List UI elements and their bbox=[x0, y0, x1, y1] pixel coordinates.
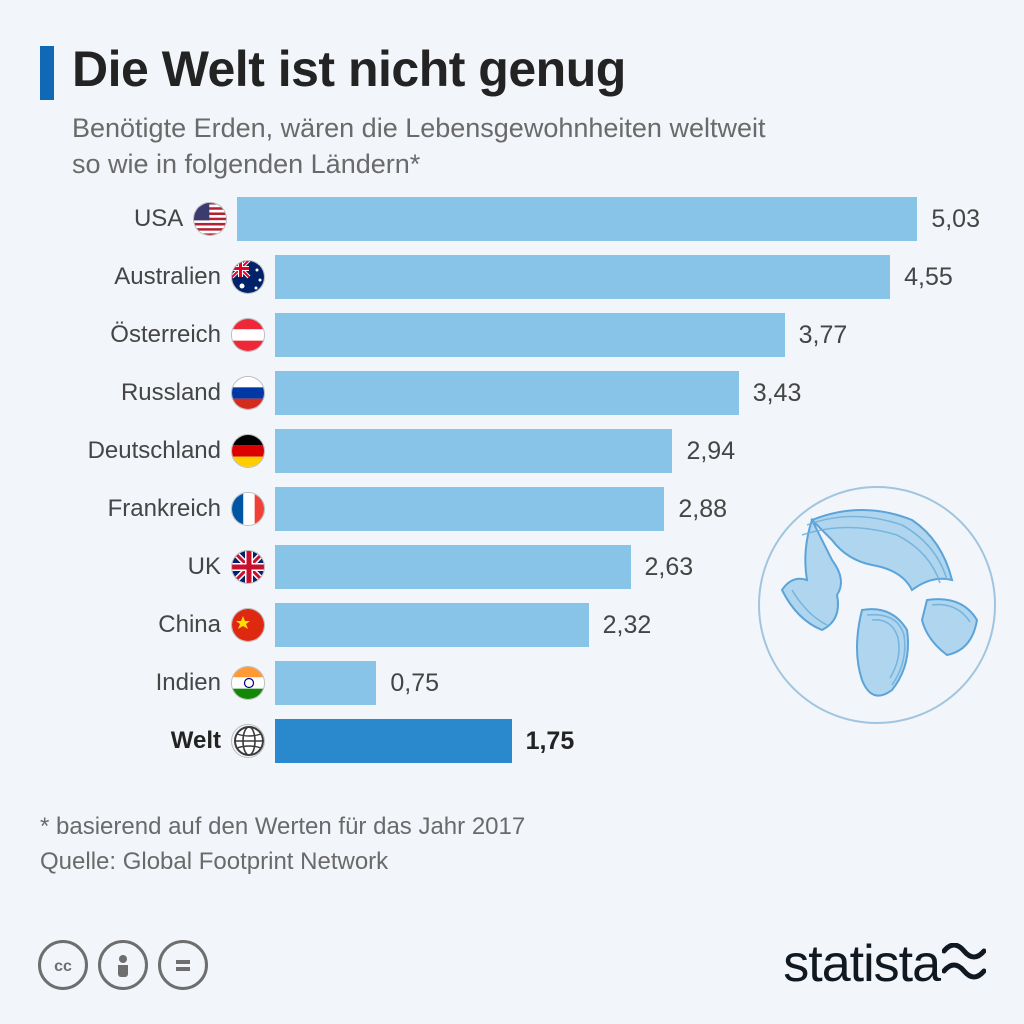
bar-value: 2,94 bbox=[686, 437, 735, 466]
bar-value: 2,88 bbox=[678, 495, 727, 524]
bar-wrap: 4,55 bbox=[275, 255, 980, 299]
footnote: * basierend auf den Werten für das Jahr … bbox=[40, 810, 525, 880]
footnote-line-2: Quelle: Global Footprint Network bbox=[40, 845, 525, 880]
brand-wave-icon bbox=[942, 934, 986, 994]
flag-in-icon bbox=[231, 666, 265, 700]
bar bbox=[275, 719, 512, 763]
bar-label: USA bbox=[40, 205, 187, 233]
subtitle: Benötigte Erden, wären die Lebensgewohnh… bbox=[0, 100, 820, 183]
bar-label: Australien bbox=[40, 263, 225, 291]
flag-au-icon bbox=[231, 260, 265, 294]
flag-world-icon bbox=[231, 724, 265, 758]
bar-row: Deutschland 2,94 bbox=[40, 422, 980, 480]
nd-icon bbox=[158, 940, 208, 990]
bar-row: Russland 3,43 bbox=[40, 364, 980, 422]
bar bbox=[275, 603, 589, 647]
bar bbox=[275, 255, 890, 299]
bar-value: 0,75 bbox=[390, 669, 439, 698]
header: Die Welt ist nicht genug bbox=[0, 0, 1024, 100]
bar-value: 5,03 bbox=[931, 205, 980, 234]
bar-label: Deutschland bbox=[40, 437, 225, 465]
bar-label: China bbox=[40, 611, 225, 639]
bar-label: UK bbox=[40, 553, 225, 581]
bar-wrap: 2,94 bbox=[275, 429, 980, 473]
bar-label: Indien bbox=[40, 669, 225, 697]
flag-ru-icon bbox=[231, 376, 265, 410]
accent-bar bbox=[40, 46, 54, 100]
bar-value: 1,75 bbox=[526, 727, 575, 756]
flag-uk-icon bbox=[231, 550, 265, 584]
bar-wrap: 5,03 bbox=[237, 197, 980, 241]
bar bbox=[275, 545, 631, 589]
bar-label: Welt bbox=[40, 727, 225, 755]
bar bbox=[275, 487, 664, 531]
bar bbox=[237, 197, 917, 241]
page-title: Die Welt ist nicht genug bbox=[72, 40, 626, 98]
cc-icon: cc bbox=[38, 940, 88, 990]
bar-value: 2,63 bbox=[645, 553, 694, 582]
globe-decoration-icon bbox=[752, 480, 1002, 730]
bar-value: 2,32 bbox=[603, 611, 652, 640]
bar bbox=[275, 661, 376, 705]
flag-at-icon bbox=[231, 318, 265, 352]
bar bbox=[275, 429, 672, 473]
flag-us-icon bbox=[193, 202, 227, 236]
brand-text: statista bbox=[783, 934, 940, 994]
bar-row: Australien 4,55 bbox=[40, 248, 980, 306]
bar-value: 3,77 bbox=[799, 321, 848, 350]
bar bbox=[275, 371, 739, 415]
bar-value: 3,43 bbox=[753, 379, 802, 408]
bar-label: Russland bbox=[40, 379, 225, 407]
license-icons: cc bbox=[38, 940, 208, 990]
bar-value: 4,55 bbox=[904, 263, 953, 292]
statista-logo: statista bbox=[783, 934, 986, 994]
bar-label: Österreich bbox=[40, 321, 225, 349]
bar-row: Österreich 3,77 bbox=[40, 306, 980, 364]
flag-cn-icon bbox=[231, 608, 265, 642]
flag-fr-icon bbox=[231, 492, 265, 526]
bar-wrap: 3,77 bbox=[275, 313, 980, 357]
by-icon bbox=[98, 940, 148, 990]
bar bbox=[275, 313, 785, 357]
bar-row: USA 5,03 bbox=[40, 190, 980, 248]
bar-label: Frankreich bbox=[40, 495, 225, 523]
flag-de-icon bbox=[231, 434, 265, 468]
footnote-line-1: * basierend auf den Werten für das Jahr … bbox=[40, 810, 525, 845]
svg-text:cc: cc bbox=[54, 958, 72, 975]
bar-wrap: 3,43 bbox=[275, 371, 980, 415]
